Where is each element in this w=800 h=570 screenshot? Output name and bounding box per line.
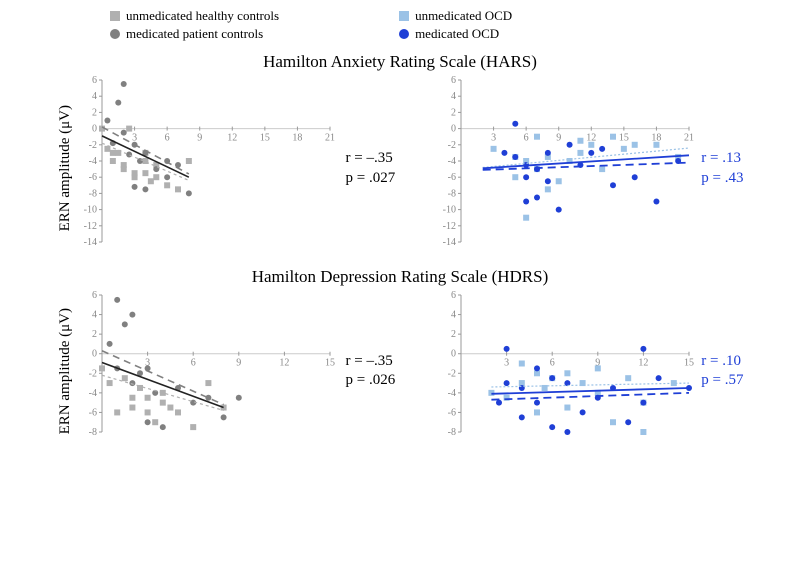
legend-marker-mpc — [110, 29, 120, 39]
stats-hdrs-ocd: r = .10 p = .57 — [701, 352, 743, 391]
svg-text:-2: -2 — [88, 140, 96, 151]
svg-text:15: 15 — [684, 358, 694, 369]
legend-label: medicated OCD — [415, 26, 499, 42]
svg-text:3: 3 — [491, 133, 496, 144]
legend: unmedicated healthy controls medicated p… — [0, 0, 800, 46]
chart-right-hars: -14-12-10-8-6-4-2024636912151821 r = .13… — [435, 76, 743, 261]
svg-text:-6: -6 — [448, 172, 456, 183]
svg-text:6: 6 — [164, 133, 169, 144]
svg-text:15: 15 — [259, 133, 269, 144]
svg-text:-6: -6 — [88, 407, 96, 418]
svg-text:12: 12 — [279, 358, 289, 369]
legend-label: unmedicated OCD — [415, 8, 512, 24]
svg-text:15: 15 — [619, 133, 629, 144]
stats-r: r = .10 — [701, 352, 743, 372]
svg-text:-2: -2 — [88, 368, 96, 379]
svg-text:-4: -4 — [88, 156, 96, 167]
legend-item-mocd: medicated OCD — [399, 26, 512, 42]
svg-text:-10: -10 — [443, 205, 456, 216]
section-title-hdrs: Hamilton Depression Rating Scale (HDRS) — [0, 267, 800, 287]
scatter-chart-hars-ctrl: -14-12-10-8-6-4-2024636912151821 — [76, 76, 336, 261]
svg-text:9: 9 — [556, 133, 561, 144]
svg-text:-14: -14 — [83, 237, 96, 248]
svg-text:-8: -8 — [448, 427, 456, 438]
svg-text:9: 9 — [236, 358, 241, 369]
svg-text:-4: -4 — [448, 156, 456, 167]
y-axis-label: ERN amplitude (μV) — [57, 308, 74, 434]
svg-text:4: 4 — [451, 91, 456, 102]
svg-text:4: 4 — [92, 91, 97, 102]
svg-text:6: 6 — [451, 76, 456, 86]
svg-text:6: 6 — [451, 291, 456, 301]
stats-r: r = .13 — [701, 149, 743, 169]
svg-text:2: 2 — [451, 107, 456, 118]
stats-r: r = –.35 — [346, 149, 396, 169]
chart-row-hdrs: ERN amplitude (μV) -8 -6 -4 -2 0 2 4 6 3 6 9 12 15 r… — [0, 291, 800, 451]
stats-p: p = .43 — [701, 169, 743, 189]
legend-column-left: unmedicated healthy controls medicated p… — [110, 8, 279, 42]
svg-text:0: 0 — [451, 349, 456, 360]
svg-text:21: 21 — [325, 133, 335, 144]
svg-text:-12: -12 — [443, 221, 456, 232]
chart-left-hdrs: ERN amplitude (μV) -8-6-4-202463691215 r… — [57, 291, 396, 451]
svg-text:-6: -6 — [88, 172, 96, 183]
svg-text:-2: -2 — [448, 368, 456, 379]
stats-p: p = .57 — [701, 371, 743, 391]
svg-text:6: 6 — [92, 291, 97, 301]
stats-hdrs-ctrl: r = –.35 p = .026 — [346, 352, 396, 391]
svg-text:-6: -6 — [448, 407, 456, 418]
scatter-chart-hdrs-ocd: -8-6-4-202463691215 — [435, 291, 695, 451]
svg-text:-8: -8 — [88, 427, 96, 438]
svg-text:12: 12 — [639, 358, 649, 369]
svg-text:6: 6 — [190, 358, 195, 369]
svg-text:2: 2 — [451, 329, 456, 340]
legend-marker-uhc — [110, 11, 120, 21]
svg-text:4: 4 — [92, 310, 97, 321]
svg-text:15: 15 — [325, 358, 335, 369]
scatter-chart-hars-ocd: -14-12-10-8-6-4-2024636912151821 — [435, 76, 695, 261]
stats-hars-ocd: r = .13 p = .43 — [701, 149, 743, 188]
scatter-chart-hdrs-ctrl: -8-6-4-202463691215 — [76, 291, 336, 451]
legend-marker-uocd — [399, 11, 409, 21]
stats-p: p = .026 — [346, 371, 396, 391]
svg-text:18: 18 — [292, 133, 302, 144]
legend-marker-mocd — [399, 29, 409, 39]
chart-right-hdrs: -8-6-4-202463691215 r = .10 p = .57 — [435, 291, 743, 451]
svg-text:-8: -8 — [88, 188, 96, 199]
chart-left-hars: ERN amplitude (μV) -14 -12 -10 -8 -6 -4 -2 0 2 4 6… — [57, 76, 396, 261]
svg-text:0: 0 — [92, 124, 97, 135]
legend-item-uhc: unmedicated healthy controls — [110, 8, 279, 24]
legend-label: unmedicated healthy controls — [126, 8, 279, 24]
svg-text:21: 21 — [684, 133, 694, 144]
svg-text:2: 2 — [92, 107, 97, 118]
svg-text:12: 12 — [227, 133, 237, 144]
svg-text:0: 0 — [92, 349, 97, 360]
legend-label: medicated patient controls — [126, 26, 263, 42]
svg-text:6: 6 — [550, 358, 555, 369]
section-title-hars: Hamilton Anxiety Rating Scale (HARS) — [0, 52, 800, 72]
svg-text:-8: -8 — [448, 188, 456, 199]
stats-r: r = –.35 — [346, 352, 396, 372]
svg-text:0: 0 — [451, 124, 456, 135]
svg-text:-14: -14 — [443, 237, 456, 248]
svg-text:2: 2 — [92, 329, 97, 340]
stats-p: p = .027 — [346, 169, 396, 189]
svg-text:-4: -4 — [448, 388, 456, 399]
svg-text:9: 9 — [197, 133, 202, 144]
y-axis-label: ERN amplitude (μV) — [57, 105, 74, 231]
svg-text:-2: -2 — [448, 140, 456, 151]
svg-text:-12: -12 — [83, 221, 96, 232]
svg-text:6: 6 — [524, 133, 529, 144]
svg-text:-4: -4 — [88, 388, 96, 399]
legend-column-right: unmedicated OCD medicated OCD — [399, 8, 512, 42]
chart-row-hars: ERN amplitude (μV) -14 -12 -10 -8 -6 -4 -2 0 2 4 6… — [0, 76, 800, 261]
svg-text:4: 4 — [451, 310, 456, 321]
legend-item-mpc: medicated patient controls — [110, 26, 279, 42]
stats-hars-ctrl: r = –.35 p = .027 — [346, 149, 396, 188]
svg-text:6: 6 — [92, 76, 97, 86]
svg-text:3: 3 — [504, 358, 509, 369]
legend-item-uocd: unmedicated OCD — [399, 8, 512, 24]
svg-text:-10: -10 — [83, 205, 96, 216]
